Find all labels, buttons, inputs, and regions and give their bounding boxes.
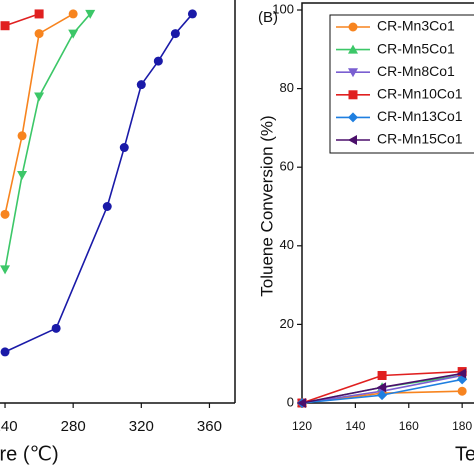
legend-label: CR-Mn5Co1 xyxy=(377,40,455,56)
marker xyxy=(0,265,11,275)
x-tick-label: 240 xyxy=(0,418,18,435)
marker xyxy=(85,9,96,19)
legend-label: CR-Mn3Co1 xyxy=(377,18,455,34)
panel-label: (B) xyxy=(258,9,278,26)
x-tick-label: 360 xyxy=(197,418,222,435)
marker xyxy=(348,68,358,78)
marker xyxy=(348,90,358,100)
y-tick-label: 100 xyxy=(272,1,294,16)
marker xyxy=(377,390,388,401)
marker xyxy=(457,386,467,396)
marker xyxy=(136,80,146,90)
marker xyxy=(377,370,387,380)
marker xyxy=(34,92,45,102)
marker xyxy=(0,209,10,219)
y-tick-label: 80 xyxy=(280,80,294,95)
marker xyxy=(457,368,467,379)
marker xyxy=(348,112,358,123)
marker xyxy=(170,29,180,39)
y-axis-label: Toluene Conversion (%) xyxy=(257,115,276,296)
marker xyxy=(377,382,387,393)
y-tick-label: 40 xyxy=(280,237,294,252)
y-tick-label: 0 xyxy=(287,394,294,409)
y-tick-label: 60 xyxy=(280,159,294,174)
marker xyxy=(348,22,358,32)
marker xyxy=(0,21,10,31)
x-tick-label: 320 xyxy=(129,418,154,435)
marker xyxy=(153,56,163,66)
x-tick-label: 280 xyxy=(61,418,86,435)
marker xyxy=(348,135,357,145)
marker xyxy=(348,44,358,54)
series-line xyxy=(4,13,91,270)
y-tick-label: 20 xyxy=(280,316,294,331)
legend-box xyxy=(329,14,474,154)
marker xyxy=(0,347,10,357)
x-axis-label: Temperature (℃) xyxy=(0,443,59,465)
marker xyxy=(68,9,78,19)
legend-label: CR-Mn10Co1 xyxy=(377,86,463,102)
x-tick-label: 160 xyxy=(399,419,419,433)
marker xyxy=(119,143,129,153)
series-line xyxy=(4,13,40,27)
marker xyxy=(68,29,79,39)
marker xyxy=(51,323,61,333)
marker xyxy=(297,398,306,408)
x-axis-label: Temperature (℃) xyxy=(455,443,474,465)
x-tick-label: 120 xyxy=(292,419,312,433)
legend-label: CR-Mn15Co1 xyxy=(377,131,463,147)
marker xyxy=(102,202,112,211)
right-frame xyxy=(301,2,474,404)
marker xyxy=(34,9,44,19)
series-line xyxy=(4,13,74,215)
series-line xyxy=(4,13,194,353)
x-tick-label: 180 xyxy=(452,419,472,433)
marker xyxy=(17,171,28,181)
legend-label: CR-Mn13Co1 xyxy=(377,108,463,124)
marker xyxy=(34,29,44,39)
x-tick-label: 140 xyxy=(345,419,365,433)
marker xyxy=(17,131,27,141)
marker xyxy=(187,9,197,19)
legend-label: CR-Mn8Co1 xyxy=(377,63,455,79)
